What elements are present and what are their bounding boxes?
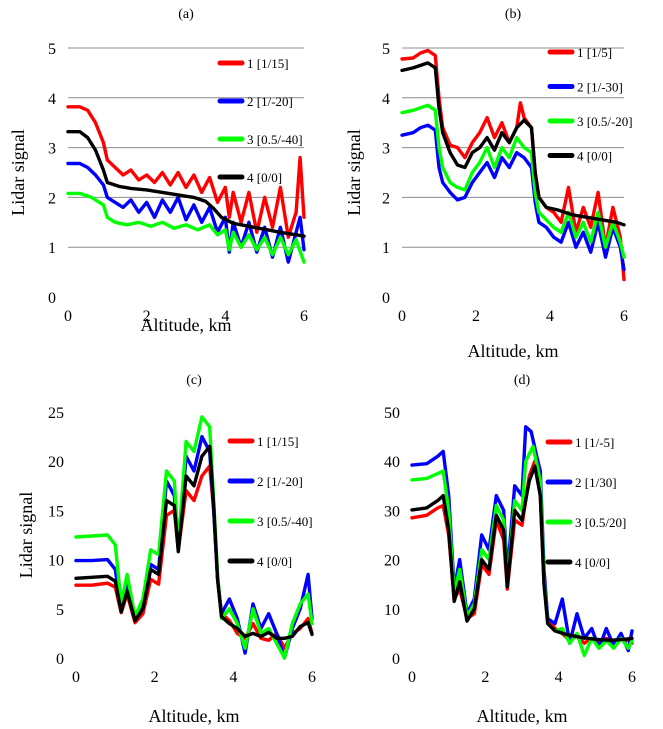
legend-entry: 1 [1/15]: [247, 56, 289, 71]
x-tick-label: 6: [628, 669, 636, 686]
x-tick-label: 2: [143, 308, 151, 325]
y-tick-label: 25: [48, 405, 64, 422]
series-line-blue: [410, 425, 634, 653]
y-tick-label: 10: [48, 553, 64, 570]
series-line-black: [74, 444, 314, 640]
legend-entry: 4 [0/0]: [257, 554, 292, 569]
series-line-green: [74, 415, 314, 660]
series-line-black: [400, 61, 626, 227]
panel-label: (c): [186, 373, 202, 388]
x-tick-label: 6: [300, 308, 308, 325]
series-line-black: [410, 464, 634, 642]
x-tick-label: 4: [229, 669, 237, 686]
legend-entry: 4 [0/0]: [247, 170, 282, 185]
y-tick-label: 5: [56, 602, 64, 619]
y-tick-label: 20: [384, 553, 400, 570]
y-tick-label: 50: [384, 405, 400, 422]
panel-label: (b): [505, 7, 522, 22]
legend-entry: 3 [0.5/-20]: [577, 114, 633, 129]
x-tick-label: 6: [620, 308, 628, 325]
legend-entry: 3 [0.5/-40]: [247, 132, 303, 147]
y-axis-label: Lidar signal: [344, 129, 364, 215]
series-line-green: [66, 191, 306, 264]
y-tick-label: 3: [382, 141, 390, 158]
x-axis-label: Altitude, km: [477, 706, 568, 726]
x-tick-label: 4: [221, 308, 229, 325]
y-tick-label: 40: [384, 454, 400, 471]
x-tick-label: 4: [555, 669, 563, 686]
x-tick-label: 0: [408, 669, 416, 686]
y-tick-label: 10: [384, 602, 400, 619]
legend-entry: 3 [0.5/-40]: [257, 514, 313, 529]
y-tick-label: 4: [48, 91, 56, 108]
x-tick-label: 0: [398, 308, 406, 325]
y-tick-label: 0: [392, 651, 400, 668]
x-tick-label: 0: [64, 308, 72, 325]
y-tick-label: 2: [48, 190, 56, 207]
series-line-black: [66, 129, 306, 238]
y-tick-label: 5: [382, 41, 390, 58]
y-tick-label: 0: [382, 290, 390, 307]
y-tick-label: 0: [56, 651, 64, 668]
y-axis-label: Lidar signal: [8, 129, 28, 215]
legend-entry: 2 [1/-30]: [577, 80, 623, 95]
panel-label: (d): [514, 373, 531, 388]
x-axis-label: Altitude, km: [141, 315, 232, 335]
panel-label: (a): [178, 7, 194, 22]
x-tick-label: 4: [546, 308, 554, 325]
y-tick-label: 20: [48, 454, 64, 471]
x-axis-label: Altitude, km: [468, 341, 559, 361]
x-tick-label: 2: [151, 669, 159, 686]
legend-entry: 1 [1/-5]: [575, 435, 614, 450]
y-tick-label: 4: [382, 91, 390, 108]
y-tick-label: 5: [48, 41, 56, 58]
y-tick-label: 1: [382, 240, 390, 257]
legend-entry: 2 [1/-20]: [257, 474, 303, 489]
x-tick-label: 0: [72, 669, 80, 686]
x-tick-label: 2: [472, 308, 480, 325]
legend-entry: 2 [1/-20]: [247, 94, 293, 109]
legend-entry: 1 [1/5]: [577, 45, 612, 60]
x-axis-label: Altitude, km: [149, 706, 240, 726]
y-tick-label: 3: [48, 141, 56, 158]
y-tick-label: 2: [382, 190, 390, 207]
y-tick-label: 15: [48, 503, 64, 520]
series-line-red: [66, 105, 306, 239]
series-line-blue: [400, 123, 626, 272]
x-tick-label: 2: [481, 669, 489, 686]
y-tick-label: 30: [384, 503, 400, 520]
series-line-green: [400, 103, 626, 259]
legend-entry: 4 [0/0]: [575, 555, 610, 570]
y-tick-label: 0: [48, 290, 56, 307]
legend-entry: 2 [1/30]: [575, 475, 617, 490]
legend-entry: 3 [0.5/20]: [575, 515, 626, 530]
y-axis-label: Lidar signal: [16, 492, 36, 578]
series-line-green: [410, 444, 634, 658]
legend-entry: 4 [0/0]: [577, 149, 612, 164]
y-tick-label: 1: [48, 240, 56, 257]
legend-entry: 1 [1/15]: [257, 434, 299, 449]
series-line-blue: [74, 434, 314, 660]
x-tick-label: 6: [308, 669, 316, 686]
